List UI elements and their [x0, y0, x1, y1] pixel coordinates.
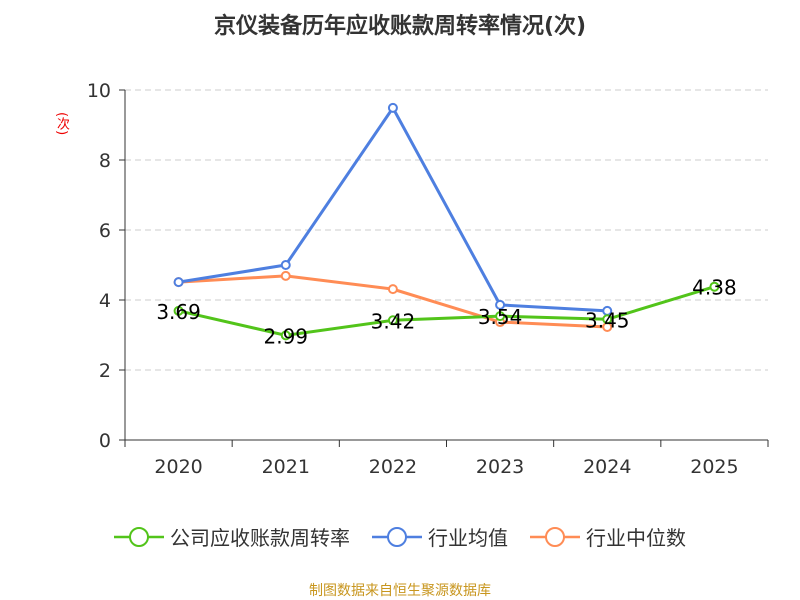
y-tick-label: 10: [87, 80, 111, 102]
data-point: [173, 305, 184, 316]
x-tick-label: 2023: [476, 456, 524, 478]
source-note: 制图数据来自恒生聚源数据库: [309, 583, 491, 599]
data-label: 3.45: [585, 308, 630, 332]
legend-item[interactable]: 公司应收账款周转率: [114, 522, 350, 551]
x-tick-label: 2020: [154, 456, 202, 478]
series-line: [178, 285, 715, 337]
y-tick-label: 8: [99, 150, 111, 172]
y-tick-label: 0: [99, 430, 111, 452]
data-point: [387, 315, 398, 326]
data-point: [280, 270, 291, 281]
data-point: [709, 281, 720, 292]
legend-marker-icon: [372, 526, 422, 547]
y-tick-label: 4: [99, 290, 111, 312]
legend-marker-icon: [530, 526, 580, 547]
legend-label: 行业中位数: [586, 526, 686, 550]
x-tick-label: 2021: [262, 456, 310, 478]
y-tick-label: 6: [99, 220, 111, 242]
data-label: 4.38: [692, 276, 737, 300]
chart-title: 京仪装备历年应收账款周转率情况(次): [213, 14, 587, 39]
y-axis-label: (次): [54, 112, 69, 136]
data-label: 3.54: [478, 305, 523, 329]
y-tick-label: 2: [99, 360, 111, 382]
data-point: [173, 277, 184, 288]
data-point: [387, 102, 398, 113]
x-tick-label: 2022: [369, 456, 417, 478]
data-point: [602, 314, 613, 325]
x-tick-label: 2024: [583, 456, 631, 478]
series-line: [178, 104, 608, 313]
data-point: [495, 311, 506, 322]
data-point: [387, 284, 398, 295]
legend-marker-icon: [114, 526, 164, 547]
legend-item[interactable]: 行业中位数: [530, 522, 686, 551]
legend-item[interactable]: 行业均值: [372, 522, 508, 551]
x-tick-label: 2025: [690, 456, 738, 478]
legend: 公司应收账款周转率 行业均值 行业中位数: [0, 522, 800, 551]
legend-label: 行业均值: [428, 526, 508, 550]
data-point: [280, 260, 291, 270]
data-label: 3.42: [371, 309, 416, 333]
legend-label: 公司应收账款周转率: [170, 526, 350, 550]
data-label: 2.99: [263, 324, 308, 348]
data-point: [280, 330, 291, 341]
data-label: 3.69: [156, 300, 201, 324]
data-point: [495, 299, 506, 310]
